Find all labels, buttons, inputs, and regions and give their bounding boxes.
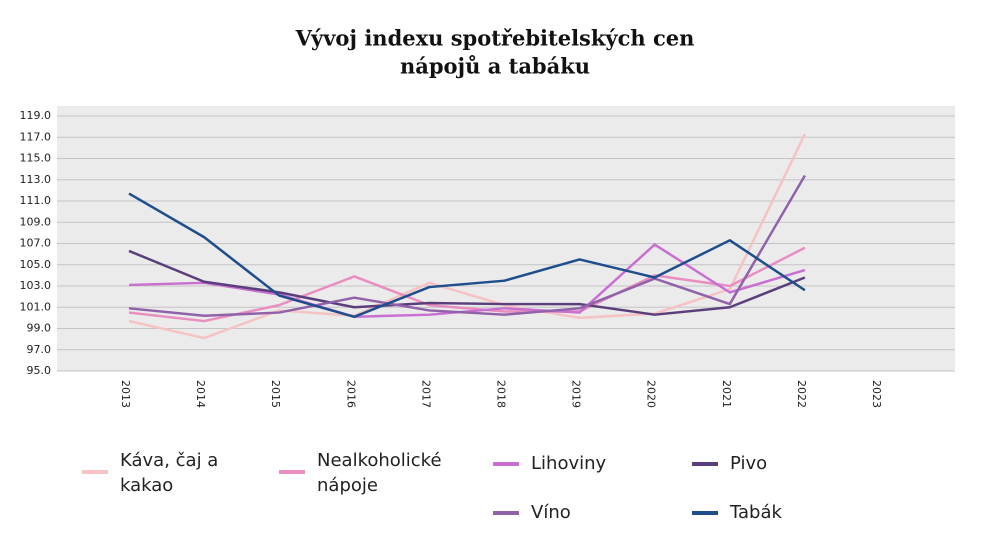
- y-tick-label: 111.0: [20, 194, 52, 207]
- series-line: [128, 133, 807, 340]
- legend-item: Káva, čaj a kakao: [82, 448, 230, 498]
- legend-item: Nealkoholické nápoje: [279, 448, 467, 498]
- legend-swatch: [82, 470, 108, 474]
- x-tick-label: 2016: [344, 380, 357, 408]
- legend-item: Tabák: [692, 500, 870, 525]
- x-tick-label: 2022: [795, 380, 808, 408]
- x-tick-label: 2023: [870, 380, 883, 408]
- y-tick-label: 95.0: [27, 364, 52, 377]
- y-tick-label: 101.0: [20, 300, 52, 313]
- legend-swatch: [692, 462, 718, 466]
- legend-item: Víno: [493, 500, 671, 525]
- x-tick-label: 2014: [194, 380, 207, 408]
- legend-swatch: [692, 511, 718, 515]
- legend-label: Pivo: [730, 453, 768, 474]
- legend-swatch: [279, 470, 305, 474]
- x-tick-label: 2015: [269, 380, 282, 408]
- legend-label: Víno: [531, 502, 571, 523]
- chart-title: nápojů a tabáku: [400, 54, 590, 79]
- legend-item: Lihoviny: [493, 451, 671, 476]
- x-tick-label: 2021: [720, 380, 733, 408]
- y-tick-label: 103.0: [20, 279, 52, 292]
- series-line: [128, 174, 806, 317]
- y-tick-label: 99.0: [27, 322, 52, 335]
- x-tick-label: 2020: [645, 380, 658, 408]
- y-tick-label: 109.0: [20, 215, 52, 228]
- y-tick-label: 97.0: [27, 343, 52, 356]
- y-tick-label: 105.0: [20, 258, 52, 271]
- x-tick-label: 2013: [119, 380, 132, 408]
- plot-area: [57, 106, 955, 371]
- series-line: [128, 249, 806, 316]
- chart: Vývoj indexu spotřebitelských cen nápojů…: [20, 26, 955, 408]
- y-tick-label: 115.0: [20, 152, 52, 165]
- legend-label: Tabák: [730, 502, 782, 523]
- x-tick-label: 2018: [495, 380, 508, 408]
- y-tick-label: 119.0: [20, 109, 52, 122]
- y-tick-label: 107.0: [20, 237, 52, 250]
- y-tick-label: 113.0: [20, 173, 52, 186]
- y-tick-label: 117.0: [20, 130, 52, 143]
- legend-label: Káva, čaj a kakao: [120, 450, 219, 496]
- chart-title: Vývoj indexu spotřebitelských cen: [295, 26, 695, 51]
- legend-label: Lihoviny: [531, 453, 607, 474]
- legend-item: Pivo: [692, 451, 870, 476]
- legend-swatch: [493, 462, 519, 466]
- x-tick-label: 2017: [419, 380, 432, 408]
- legend-swatch: [493, 511, 519, 515]
- series-line: [128, 192, 806, 319]
- x-tick-label: 2019: [570, 380, 583, 408]
- legend-label: Nealkoholické nápoje: [317, 450, 442, 496]
